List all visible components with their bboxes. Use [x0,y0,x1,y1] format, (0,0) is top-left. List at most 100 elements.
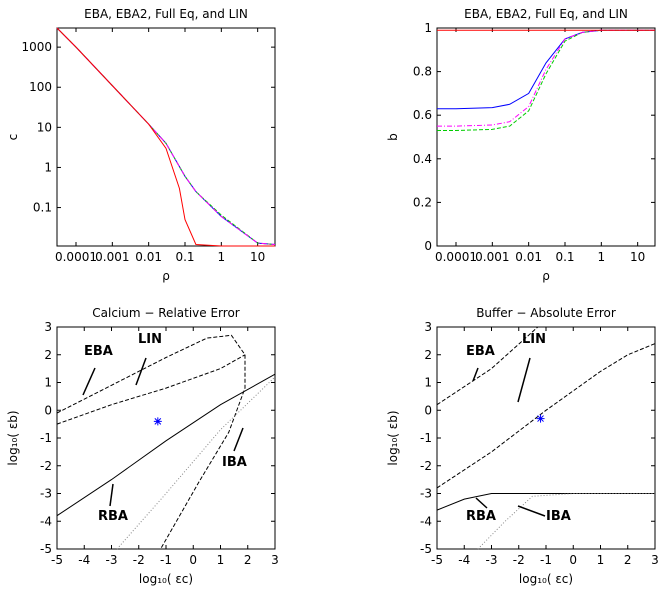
data-line [437,29,655,127]
chart-title: EBA, EBA2, Full Eq, and LIN [84,7,248,21]
y-tick-label: 0.6 [413,108,432,122]
x-tick-label: 0.01 [515,250,542,264]
annotation: RBA [98,509,128,524]
x-tick-label: 1 [598,250,606,264]
x-tick-label: 0.1 [175,250,194,264]
y-tick-label: 0.8 [413,65,432,79]
y-axis-label: b [386,133,400,141]
x-tick-label: -4 [458,553,470,567]
y-tick-label: 1 [424,21,432,35]
x-tick-label: -3 [106,553,118,567]
annotation: EBA [84,344,113,359]
y-tick-label: -4 [40,514,52,528]
x-tick-label: 0 [189,553,197,567]
axes-box [436,27,656,247]
chart-title: Buffer − Absolute Error [476,306,616,320]
y-tick-label: -3 [420,487,432,501]
y-tick-label: 2 [424,348,432,362]
data-line [436,326,539,406]
y-tick-label: -3 [40,487,52,501]
y-tick-label: -5 [420,542,432,556]
y-axis-label: log₁₀( εb) [6,410,20,465]
x-tick-label: 0.001 [95,250,129,264]
x-axis-label: log₁₀( εc) [139,572,193,586]
y-axis-label: c [6,134,20,141]
data-line [56,373,276,517]
data-line [56,354,246,425]
data-line [477,493,655,550]
annotation: RBA [466,509,496,524]
x-tick-label: -4 [78,553,90,567]
x-axis-label: ρ [542,269,550,283]
y-tick-label: 2 [44,348,52,362]
annotation: IBA [222,455,247,470]
y-tick-label: 3 [44,320,52,334]
data-line [56,334,246,550]
x-tick-label: 0.001 [475,250,509,264]
annotation-leader [233,427,244,452]
y-tick-label: 3 [424,320,432,334]
x-tick-label: -5 [51,553,63,567]
x-axis-label: log₁₀( εc) [519,572,573,586]
annotation: LIN [522,332,546,347]
annotation-leader [82,367,96,396]
annotation: LIN [138,332,162,347]
x-tick-label: 10 [250,250,265,264]
annotation: IBA [546,509,571,524]
x-tick-label: 1 [217,553,225,567]
y-tick-label: 100 [29,80,52,94]
y-tick-label: 0.1 [33,201,52,215]
annotation-leader [472,367,479,382]
x-tick-label: -3 [486,553,498,567]
x-tick-label: 0.01 [135,250,162,264]
x-tick-label: 10 [630,250,645,264]
x-tick-label: 1 [597,553,605,567]
y-tick-label: 1 [44,160,52,174]
y-tick-label: 10 [37,120,52,134]
annotation-leader [109,483,114,507]
x-tick-label: -5 [431,553,443,567]
y-tick-label: -2 [420,459,432,473]
data-line [56,27,275,247]
data-line [436,343,656,489]
annotation-leader [135,357,147,386]
y-axis-label: log₁₀( εb) [386,410,400,465]
y-tick-label: -2 [40,459,52,473]
annotation-leader [517,505,546,517]
axes-box [56,27,276,247]
star-marker [153,417,162,426]
x-tick-label: 0.1 [555,250,574,264]
annotation-leader [475,497,488,509]
x-tick-label: 1 [218,250,226,264]
x-tick-label: -1 [160,553,172,567]
data-line [116,376,276,550]
annotation: EBA [466,344,495,359]
x-axis-label: ρ [162,269,170,283]
y-tick-label: 1000 [21,40,52,54]
x-tick-label: 3 [651,553,659,567]
data-line [436,493,655,511]
y-tick-label: -5 [40,542,52,556]
y-tick-label: -4 [420,514,432,528]
y-tick-label: 1 [44,376,52,390]
star-marker [536,414,545,423]
chart-title: EBA, EBA2, Full Eq, and LIN [464,7,628,21]
x-tick-label: 0.0001 [435,250,477,264]
x-tick-label: 0 [569,553,577,567]
x-tick-label: 0.0001 [55,250,97,264]
chart-title: Calcium − Relative Error [92,306,240,320]
y-tick-label: 0 [424,403,432,417]
y-tick-label: 0.4 [413,152,432,166]
y-tick-label: 0.2 [413,195,432,209]
x-tick-label: -1 [540,553,552,567]
x-tick-label: -2 [133,553,145,567]
y-tick-label: -1 [420,431,432,445]
x-tick-label: 2 [244,553,252,567]
y-tick-label: 1 [424,376,432,390]
y-tick-label: 0 [44,403,52,417]
annotation-leader [517,357,531,403]
y-tick-label: 0 [424,239,432,253]
x-tick-label: 2 [624,553,632,567]
